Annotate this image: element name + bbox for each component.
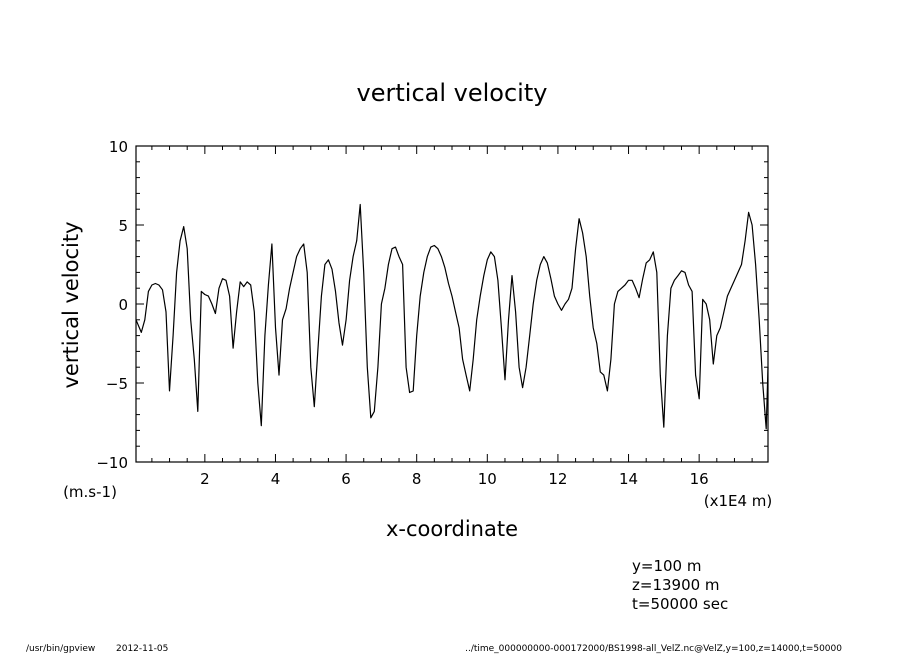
y-tick-label: 0 bbox=[118, 296, 128, 314]
x-tick-label: 12 bbox=[548, 470, 567, 488]
x-axis-unit: (x1E4 m) bbox=[704, 492, 773, 510]
annotation-y: y=100 m bbox=[632, 557, 701, 575]
y-tick-label: −5 bbox=[106, 375, 128, 393]
x-tick-label: 14 bbox=[619, 470, 638, 488]
plot-frame bbox=[135, 145, 769, 463]
series-line bbox=[135, 203, 769, 430]
footer-source: ../time_000000000-000172000/BS1998-all_V… bbox=[465, 644, 842, 654]
y-axis-unit: (m.s-1) bbox=[63, 483, 117, 501]
x-tick-label: 8 bbox=[412, 470, 422, 488]
x-tick-label: 4 bbox=[271, 470, 281, 488]
annotation-t: t=50000 sec bbox=[632, 595, 728, 613]
x-tick-label: 10 bbox=[478, 470, 497, 488]
axis-ticks bbox=[136, 146, 768, 462]
tick-labels: 2 4 6 8 10 12 14 16 −10 −5 0 5 10 bbox=[96, 138, 708, 488]
chart-title: vertical velocity bbox=[357, 79, 548, 107]
data-series bbox=[135, 203, 769, 430]
x-tick-label: 16 bbox=[690, 470, 709, 488]
y-tick-label: 10 bbox=[109, 138, 128, 156]
x-axis-label: x-coordinate bbox=[386, 517, 518, 541]
y-axis-label: vertical velocity bbox=[59, 221, 83, 388]
y-tick-label: 5 bbox=[118, 217, 128, 235]
footer-date: 2012-11-05 bbox=[116, 644, 168, 654]
x-tick-label: 2 bbox=[200, 470, 210, 488]
x-tick-label: 6 bbox=[341, 470, 351, 488]
footer-program: /usr/bin/gpview bbox=[26, 644, 95, 654]
annotation-z: z=13900 m bbox=[632, 576, 720, 594]
y-tick-label: −10 bbox=[96, 454, 128, 472]
